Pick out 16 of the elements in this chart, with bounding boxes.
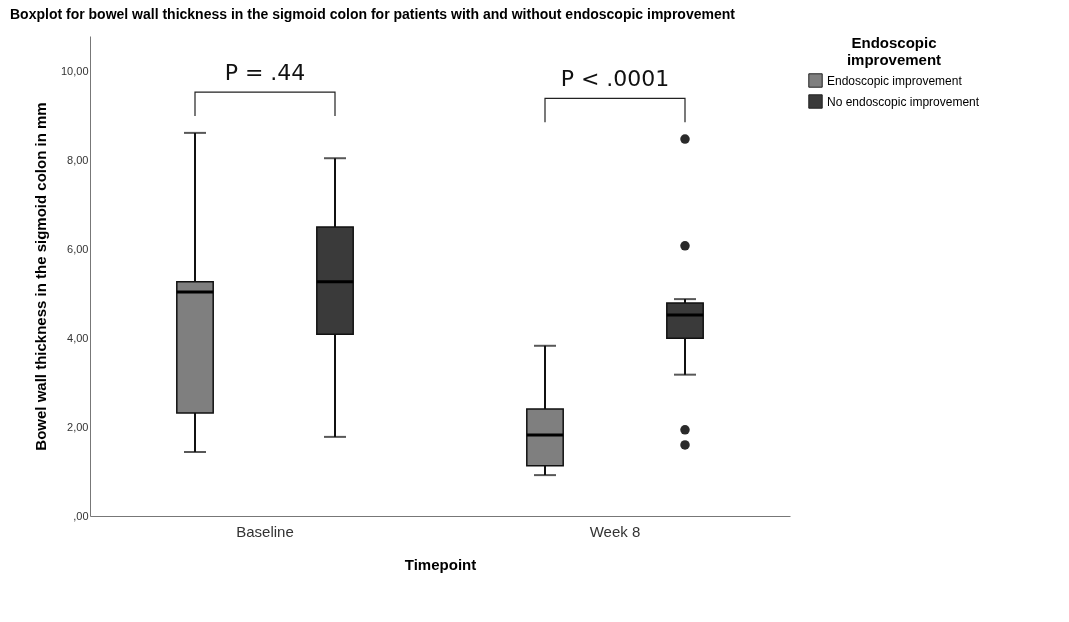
legend-label: Endoscopic improvement <box>827 73 963 88</box>
y-tick-label: 8,00 <box>67 153 89 166</box>
annotation: P < .0001 <box>560 66 670 92</box>
chart-title: Boxplot for bowel wall thickness in the sigmoid colon for patients with and without endoscopic improvement <box>10 6 736 22</box>
y-tick-label: 2,00 <box>67 420 89 433</box>
y-tick-label: 10,00 <box>60 65 89 78</box>
legend-label: No endoscopic improvement <box>827 94 980 109</box>
x-tick-label: Week 8 <box>589 522 641 540</box>
legend-title: Endoscopic improvement <box>846 34 942 68</box>
y-axis-title: Bowel wall thickness in the sigmoid colon in mm <box>31 102 49 451</box>
y-tick-label: ,00 <box>73 509 89 522</box>
annotation: P = .44 <box>224 59 306 85</box>
x-axis-title: Timepoint <box>404 555 477 573</box>
x-tick-label: Baseline <box>236 522 294 540</box>
y-tick-label: 4,00 <box>67 331 89 344</box>
y-tick-label: 6,00 <box>67 242 89 255</box>
